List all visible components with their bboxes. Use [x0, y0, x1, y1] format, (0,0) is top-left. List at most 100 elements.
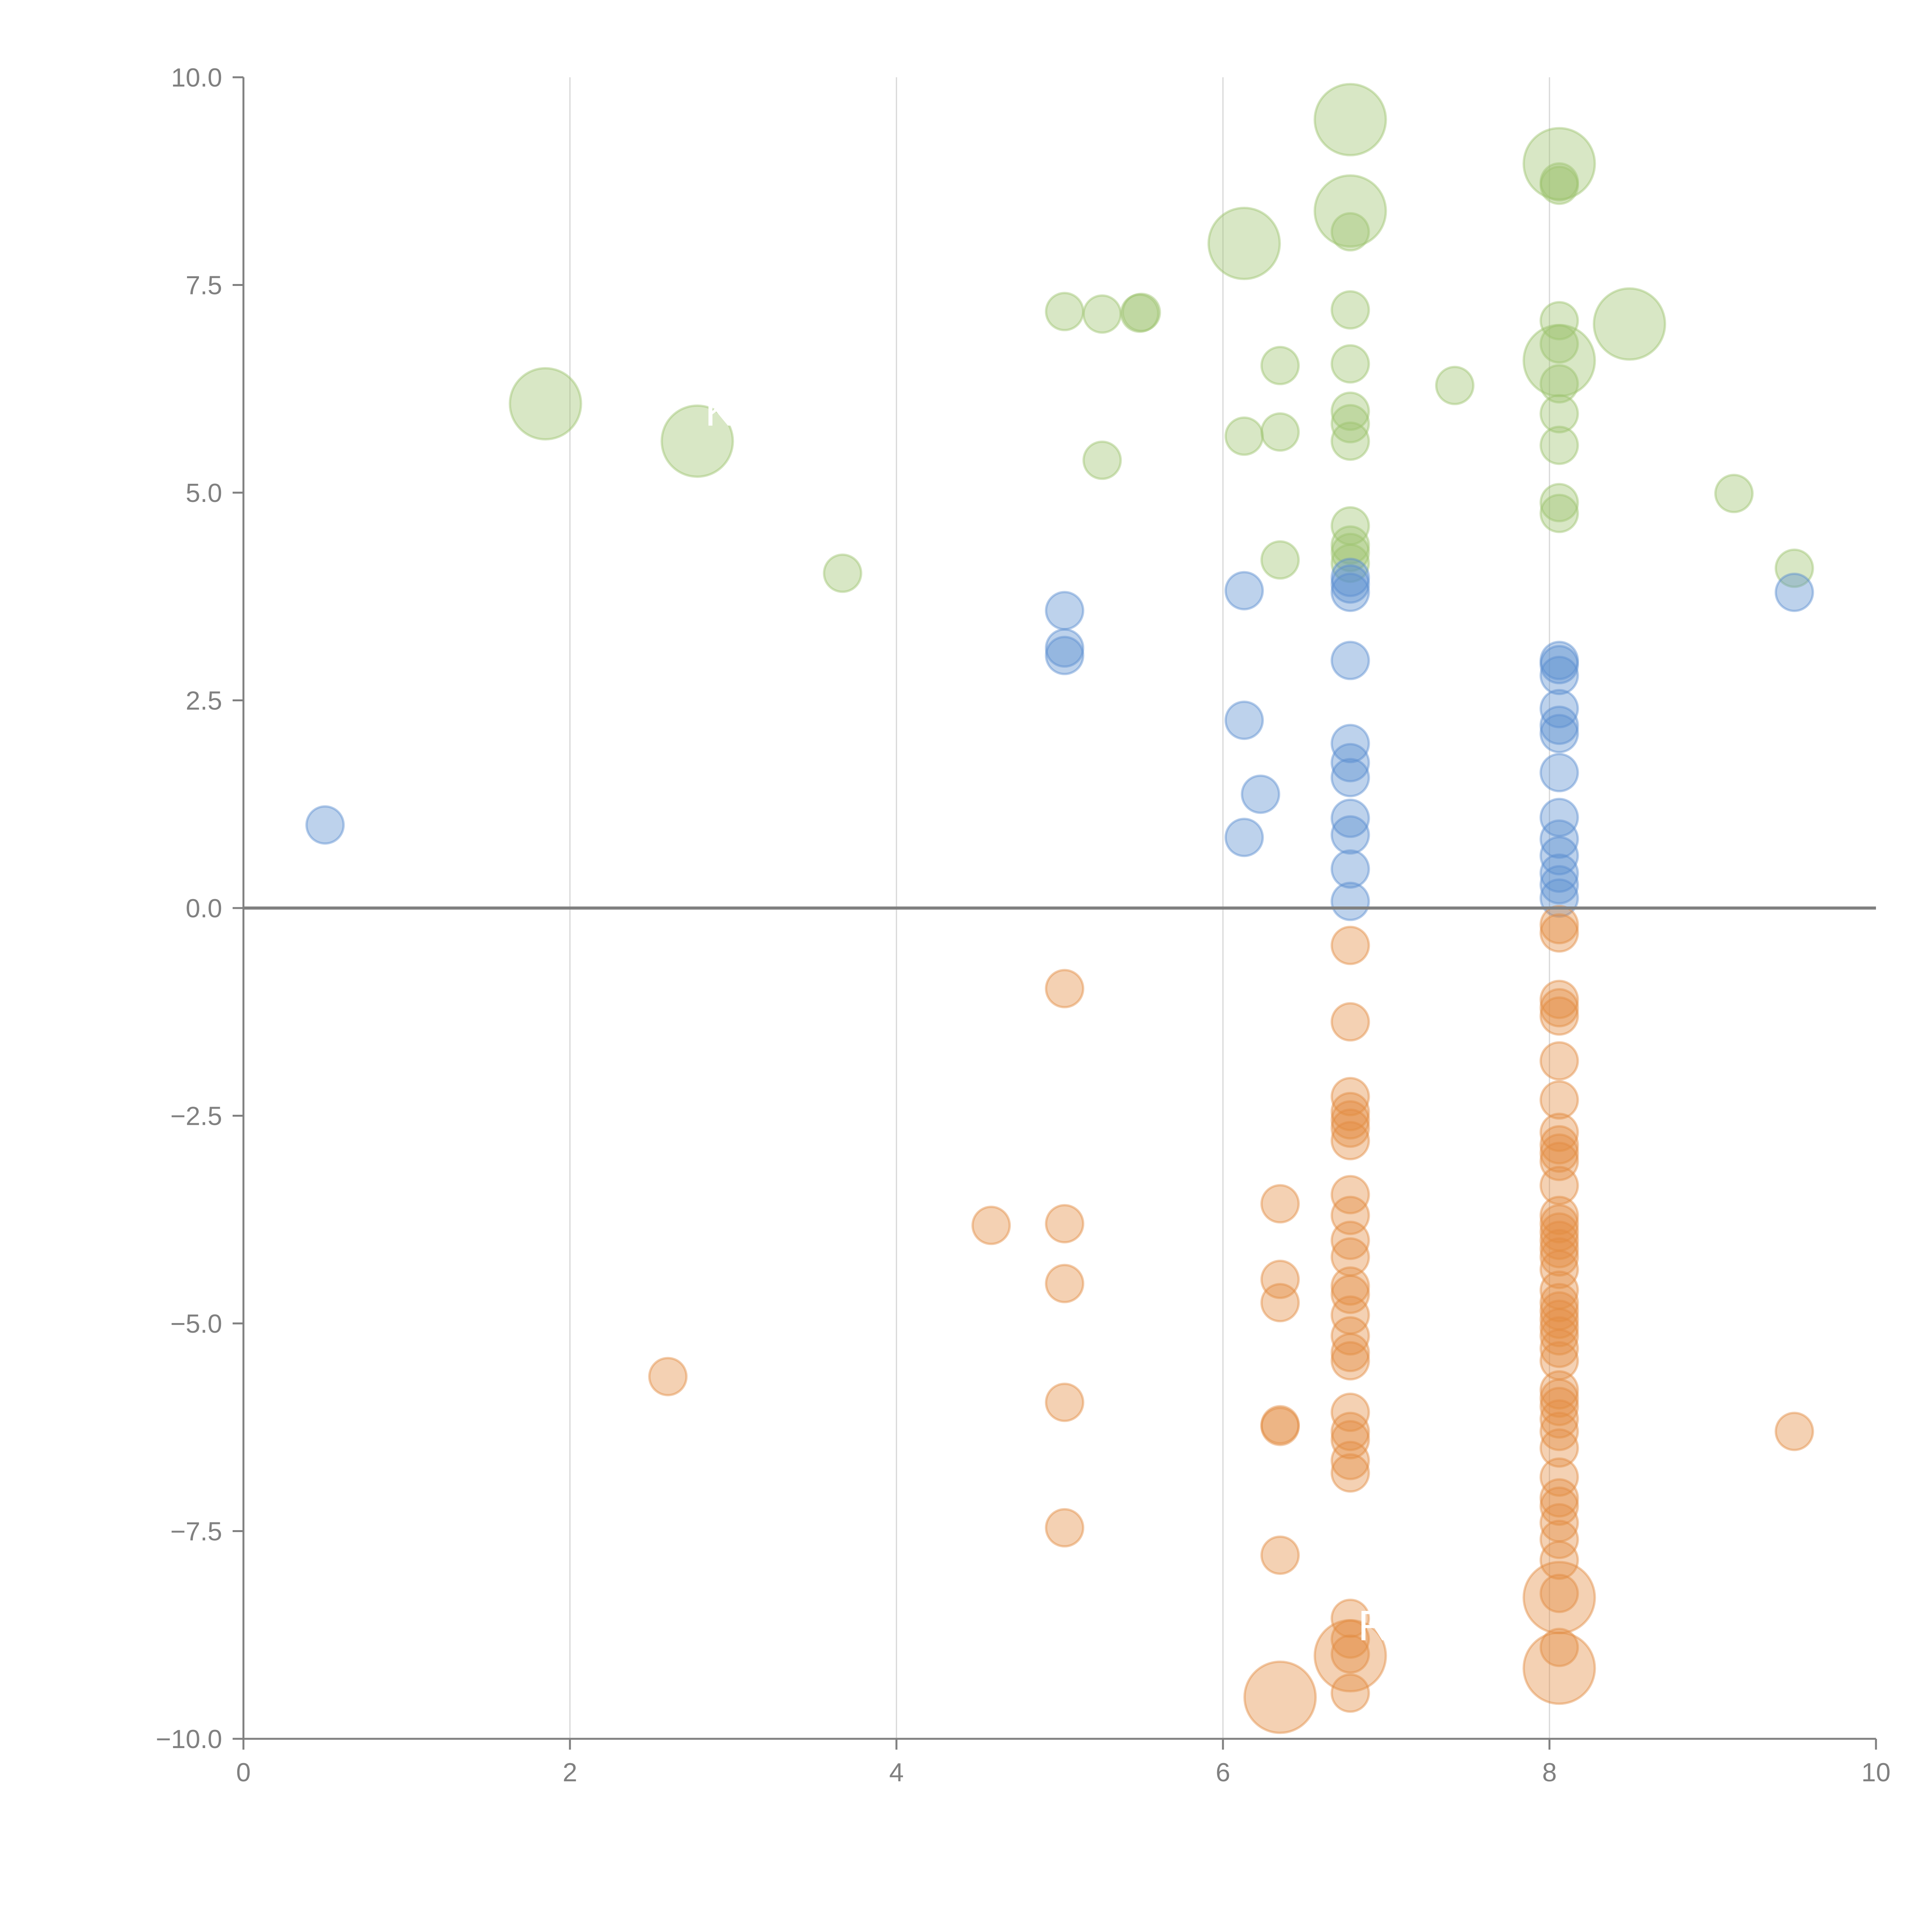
bubble-green — [1120, 293, 1160, 333]
bubble-blue — [305, 805, 345, 845]
bubble-blue — [1330, 743, 1370, 782]
bubble-blue — [1224, 701, 1264, 740]
bubble-orange — [1539, 1328, 1579, 1368]
bubble-green — [1082, 440, 1122, 480]
bubble-green — [1260, 346, 1300, 386]
bubble-orange — [1539, 1133, 1579, 1173]
bubble-orange — [1539, 1250, 1579, 1289]
bubble-orange — [1330, 1333, 1370, 1372]
bubble-blue — [1330, 815, 1370, 855]
bubble-orange — [1539, 1540, 1579, 1580]
bubble-orange — [1539, 988, 1579, 1027]
bubble-orange — [1260, 1283, 1300, 1323]
bubble-green — [1082, 294, 1122, 334]
bubble-blue — [1045, 628, 1085, 668]
bubble-orange — [1539, 1125, 1579, 1165]
bubble-orange — [1045, 1383, 1085, 1422]
bubble-blue — [1539, 819, 1579, 859]
bubble-green — [1522, 324, 1596, 398]
bubble-orange — [1330, 1121, 1370, 1160]
bubble-blue — [1539, 645, 1579, 685]
bubble-orange — [971, 1206, 1011, 1245]
bubble-blue — [1539, 798, 1579, 837]
bubble-green — [660, 404, 734, 478]
bubble-orange — [1539, 1308, 1579, 1347]
bubble-orange — [1539, 1196, 1579, 1235]
bubble-green — [1539, 324, 1579, 364]
bubble-blue — [1330, 724, 1370, 764]
bubble-green — [1330, 212, 1370, 252]
x-tick-label: 10 — [1861, 1758, 1891, 1787]
bubble-orange — [1045, 1508, 1085, 1548]
bubble-blue — [1330, 758, 1370, 798]
bubble-orange — [1539, 1457, 1579, 1497]
bubble-green — [1539, 364, 1579, 404]
bubble-orange — [1330, 1092, 1370, 1131]
bubble-orange — [1330, 1599, 1370, 1638]
bubble-green — [1539, 165, 1579, 205]
bubble-blue — [1045, 591, 1085, 631]
y-tick-label: −2.5 — [170, 1102, 222, 1131]
bubble-orange — [1260, 1405, 1300, 1445]
bubble-blue — [1045, 636, 1085, 675]
bubble-orange — [1539, 1503, 1579, 1543]
bubbles — [305, 83, 1814, 1734]
bubble-green — [1224, 416, 1264, 456]
bubble-blue — [1539, 865, 1579, 905]
y-tick-label: −10.0 — [156, 1725, 222, 1754]
bubble-green — [1714, 474, 1754, 514]
bubble-blue — [1539, 853, 1579, 893]
bubble-orange — [1539, 1341, 1579, 1381]
bubble-green — [1330, 290, 1370, 330]
bubble-orange — [1330, 1453, 1370, 1493]
bubble-orange — [1539, 1229, 1579, 1269]
bubble-orange — [1330, 1266, 1370, 1306]
bubble-green — [1207, 207, 1281, 280]
bubble-orange — [1539, 1428, 1579, 1468]
bubble-blue — [1330, 573, 1370, 612]
bubble-orange — [1330, 1341, 1370, 1381]
bubble-orange — [1330, 925, 1370, 965]
bubble-orange — [1313, 1619, 1387, 1692]
bubble-orange — [1539, 1370, 1579, 1410]
bubble-green — [1774, 548, 1814, 588]
bubble-blue — [1539, 689, 1579, 728]
bubble-orange — [1260, 1406, 1300, 1446]
bubble-green — [1313, 174, 1387, 248]
bubble-orange — [1330, 1196, 1370, 1235]
bubble-green — [1313, 83, 1387, 156]
bubble-orange — [1539, 1299, 1579, 1339]
bubble-green — [1593, 287, 1667, 361]
y-tick-label: 10.0 — [171, 63, 222, 92]
bubble-blue — [1539, 656, 1579, 695]
bubble-orange — [1330, 1393, 1370, 1432]
bubble-orange — [1539, 1520, 1579, 1559]
x-tick-label: 6 — [1216, 1758, 1230, 1787]
bubble-orange — [1539, 1387, 1579, 1426]
bubble-green — [509, 367, 582, 440]
y-tick-label: −5.0 — [170, 1309, 222, 1338]
bubble-orange — [1330, 1237, 1370, 1277]
bubble-orange — [1539, 913, 1579, 953]
bubble-blue — [1330, 881, 1370, 921]
bubble-orange — [1330, 1002, 1370, 1042]
bubble-orange — [1330, 1673, 1370, 1713]
bubble-green — [1539, 162, 1579, 202]
bubble-orange — [1539, 1237, 1579, 1277]
bubble-orange — [1539, 1291, 1579, 1331]
bubble-green — [1330, 404, 1370, 444]
bubble-green — [1260, 412, 1300, 452]
bubble-orange — [1539, 1283, 1579, 1323]
bubble-orange — [1330, 1420, 1370, 1459]
x-tick-label: 8 — [1542, 1758, 1557, 1787]
bubble-orange — [1539, 1573, 1579, 1613]
bubble-orange — [1539, 1221, 1579, 1260]
bubble-orange — [1243, 1660, 1317, 1734]
bubble-orange — [1539, 1486, 1579, 1526]
bubble-green — [1260, 540, 1300, 580]
bubble-blue — [1224, 571, 1264, 611]
bubble-green — [1435, 366, 1475, 405]
bubble-green — [1045, 292, 1085, 332]
bubble-orange — [1522, 1561, 1596, 1634]
